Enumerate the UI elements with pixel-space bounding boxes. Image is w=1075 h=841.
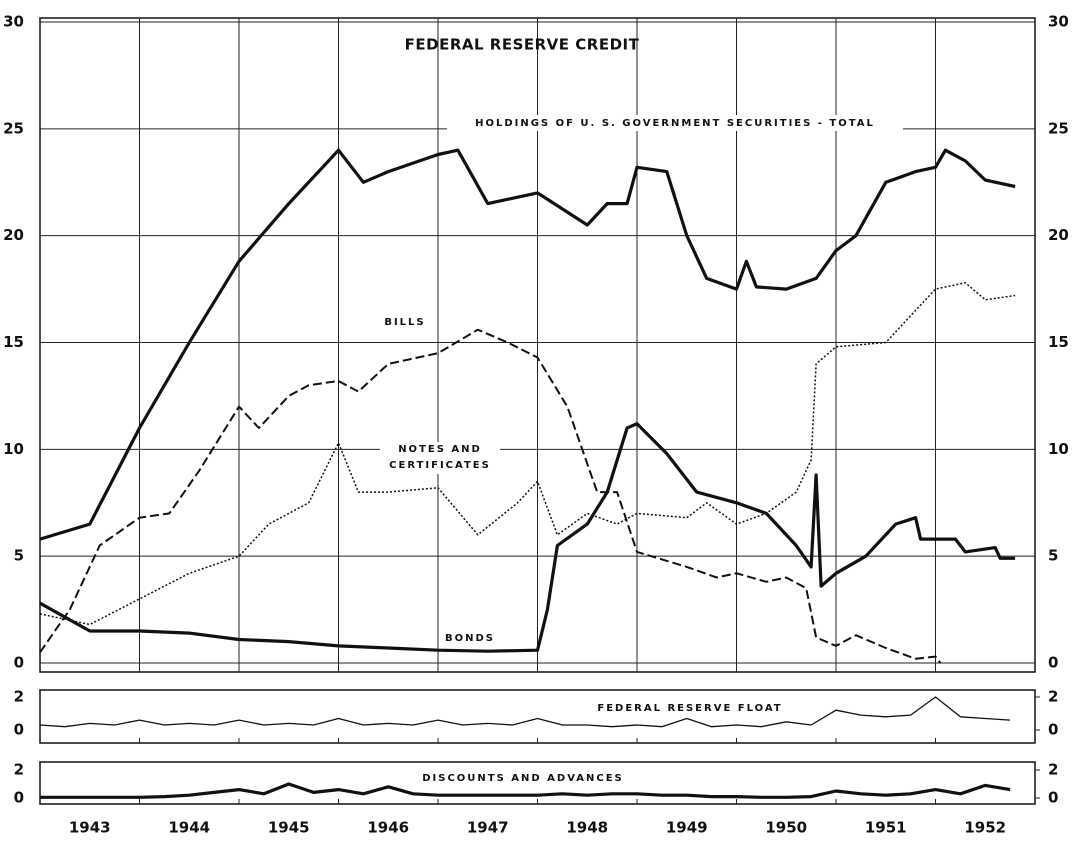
series-label: BILLS [384,317,425,328]
y-tick-label: 0 [14,789,24,807]
panel-title: DISCOUNTS AND ADVANCES [422,773,624,784]
x-tick-label: 1945 [268,819,310,837]
title-background [565,701,815,715]
data-line [39,148,1016,541]
y-tick-label: 20 [3,226,24,244]
y-tick-label-right: 2 [1048,761,1058,779]
data-line [40,782,1011,799]
series-label: NOTES AND CERTIFICATES [380,442,500,474]
x-tick-label: 1943 [69,819,111,837]
x-tick-label: 1950 [765,819,807,837]
y-tick-label-right: 20 [1048,226,1069,244]
data-line [39,281,1016,626]
y-tick-label-right: 10 [1048,440,1069,458]
y-tick-label-right: 5 [1048,547,1058,565]
y-tick-label: 10 [3,440,24,458]
x-tick-label: 1951 [865,819,907,837]
data-line [39,696,1011,728]
y-tick-label: 2 [14,688,24,706]
x-tick-label: 1947 [467,819,509,837]
data-line [39,422,1016,653]
series-label: BONDS [445,633,495,644]
series-label: HOLDINGS OF U. S. GOVERNMENT SECURITIES … [475,118,875,129]
y-tick-label-right: 0 [1048,654,1058,672]
y-tick-label-right: 15 [1048,333,1069,351]
y-tick-label: 0 [14,721,24,739]
y-tick-label: 25 [3,119,24,137]
y-tick-label-right: 0 [1048,789,1058,807]
y-tick-label-right: 0 [1048,721,1058,739]
y-tick-label-right: 25 [1048,119,1069,137]
x-tick-label: 1946 [367,819,409,837]
y-tick-label: 0 [14,654,24,672]
data-line [39,328,942,664]
panel-title: FEDERAL RESERVE CREDIT [405,36,640,54]
y-tick-label: 5 [14,547,24,565]
x-tick-label: 1944 [168,819,210,837]
label-background [447,115,903,131]
x-tick-label: 1948 [566,819,608,837]
y-tick-label: 2 [14,761,24,779]
title-background [398,771,648,785]
panel-title: FEDERAL RESERVE FLOAT [597,703,782,714]
y-tick-label: 15 [3,333,24,351]
y-tick-label-right: 30 [1048,13,1069,31]
y-tick-label-right: 2 [1048,688,1058,706]
y-tick-label: 30 [3,13,24,31]
x-tick-label: 1952 [964,819,1006,837]
x-tick-label: 1949 [666,819,708,837]
